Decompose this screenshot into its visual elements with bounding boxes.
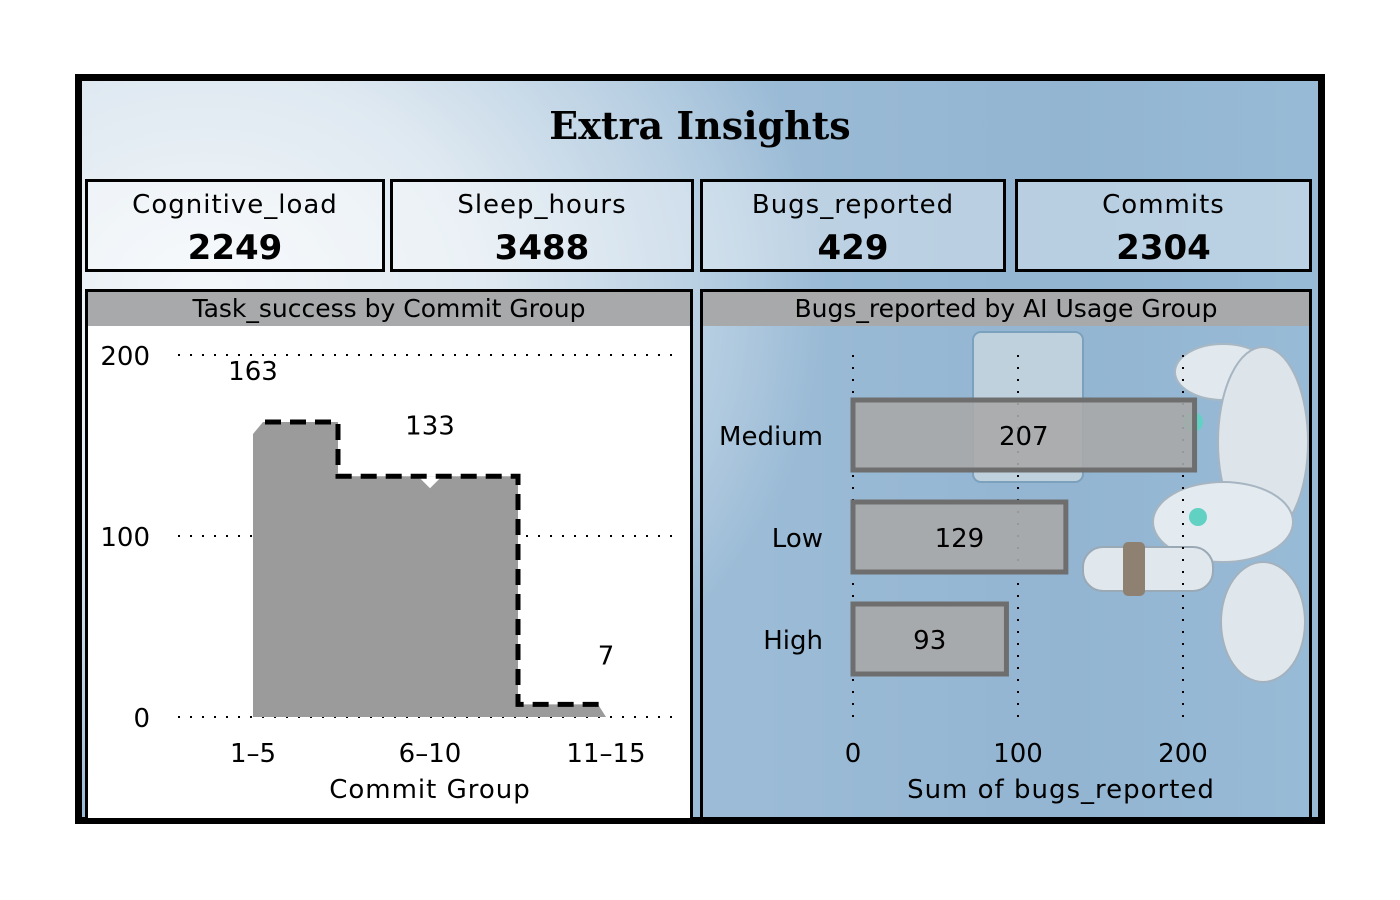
x-tick-label: 100 xyxy=(993,739,1043,769)
kpi-card-commits: Commits 2304 xyxy=(1015,179,1312,272)
y-tick-label: High xyxy=(763,626,823,656)
y-tick-label: Low xyxy=(772,524,823,554)
kpi-value: 429 xyxy=(817,228,889,268)
robot-hand-part xyxy=(1082,546,1214,592)
kpi-value: 3488 xyxy=(494,228,590,268)
kpi-label: Sleep_hours xyxy=(457,190,627,220)
kpi-value: 2249 xyxy=(187,228,283,268)
kpi-label: Cognitive_load xyxy=(132,190,338,220)
x-tick-label: 11–15 xyxy=(566,739,645,769)
robot-hand-illustration xyxy=(972,331,1309,683)
kpi-label: Bugs_reported xyxy=(751,190,955,220)
bugs-by-ai-usage-bar-chart: 0 100 200 207 Medium 129 Low 93 High Sum of bugs_… xyxy=(719,331,1309,805)
dashboard-title: Extra Insights xyxy=(549,103,851,148)
data-label: 129 xyxy=(935,524,985,554)
robot-hand-part xyxy=(1220,561,1306,683)
dashboard: Extra Insights Cognitive_load 2249 Sleep… xyxy=(75,74,1325,824)
x-axis-label: Sum of bugs_reported xyxy=(907,775,1215,805)
x-axis-label: Commit Group xyxy=(329,775,531,805)
chart-title: Bugs_reported by AI Usage Group xyxy=(703,292,1309,326)
bar xyxy=(850,397,1198,473)
kpi-label: Commits xyxy=(1102,190,1225,220)
x-tick-label: 1–5 xyxy=(230,739,276,769)
data-label: 163 xyxy=(228,357,278,387)
area-notch xyxy=(418,476,442,489)
robot-hand-part xyxy=(1189,508,1207,526)
series-line xyxy=(265,419,600,707)
bar xyxy=(850,499,1069,575)
kpi-card-cognitive-load: Cognitive_load 2249 xyxy=(85,179,385,272)
y-tick-label: 0 xyxy=(133,704,150,734)
data-label: 133 xyxy=(405,411,455,441)
data-label: 207 xyxy=(999,422,1049,452)
y-tick-label: 100 xyxy=(100,523,150,553)
data-label: 7 xyxy=(598,641,615,671)
chart-title: Task_success by Commit Group xyxy=(88,292,690,326)
x-tick-label: 200 xyxy=(1158,739,1208,769)
task-success-area-chart: 0 100 200 163 133 7 1–5 6–10 11–15 Commit Group xyxy=(100,342,673,805)
area-fill xyxy=(253,421,606,717)
robot-hand-part xyxy=(1152,481,1294,563)
robot-hand-part xyxy=(1123,542,1145,596)
y-tick-label: 200 xyxy=(100,342,150,372)
data-label: 93 xyxy=(913,626,946,656)
y-tick-label: Medium xyxy=(719,422,823,452)
task-success-chart-panel: Task_success by Commit Group 0 100 200 163 1… xyxy=(85,289,693,821)
kpi-value: 2304 xyxy=(1116,228,1211,268)
bugs-by-ai-usage-chart-panel: Bugs_reported by AI Usage Group 0 100 200 2… xyxy=(700,289,1312,821)
kpi-card-bugs-reported: Bugs_reported 429 xyxy=(700,179,1006,272)
bar xyxy=(850,601,1009,677)
x-tick-label: 6–10 xyxy=(399,739,462,769)
x-tick-label: 0 xyxy=(845,739,862,769)
kpi-card-sleep-hours: Sleep_hours 3488 xyxy=(390,179,694,272)
